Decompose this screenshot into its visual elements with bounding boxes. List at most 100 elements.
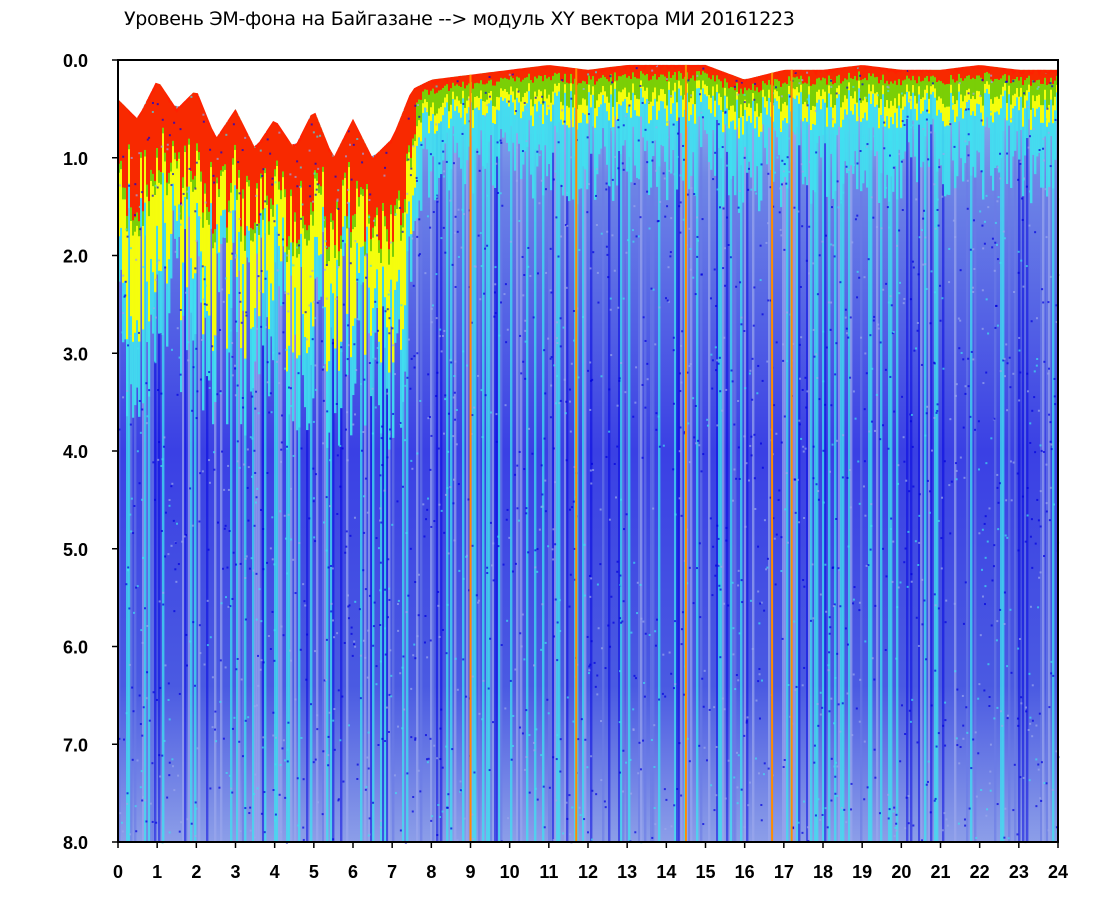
heatmap-speckle (126, 802, 129, 805)
heatmap-speckle (653, 765, 656, 768)
heatmap-column (822, 69, 825, 842)
heatmap-speckle (668, 651, 671, 654)
heatmap-speckle (536, 548, 539, 551)
heatmap-speckle (296, 185, 299, 188)
heatmap-speckle (969, 248, 972, 251)
heatmap-speckle (985, 194, 988, 197)
heatmap-speckle (586, 831, 589, 834)
heatmap-band (782, 69, 785, 183)
heatmap-band (420, 84, 423, 123)
heatmap-speckle (966, 102, 969, 105)
heatmap-band (444, 77, 447, 144)
heatmap-speckle (1039, 444, 1042, 447)
heatmap-speckle (352, 143, 355, 146)
heatmap-speckle (978, 532, 981, 535)
heatmap-speckle (793, 478, 796, 481)
heatmap-speckle (559, 630, 562, 633)
heatmap-speckle (1037, 409, 1040, 412)
heatmap-column (726, 72, 729, 842)
heatmap-speckle (787, 683, 790, 686)
heatmap-speckle (735, 674, 738, 677)
heatmap-speckle (833, 765, 836, 768)
heatmap-speckle (461, 132, 464, 135)
heatmap-speckle (260, 508, 263, 511)
heatmap-speckle (247, 519, 250, 522)
heatmap-band (530, 67, 533, 81)
heatmap-band (570, 67, 573, 74)
heatmap-speckle (1033, 370, 1036, 373)
heatmap-speckle (904, 547, 907, 550)
heatmap-speckle (839, 605, 842, 608)
heatmap-speckle (620, 362, 623, 365)
heatmap-speckle (618, 377, 621, 380)
heatmap-band (206, 115, 209, 207)
heatmap-speckle (910, 413, 913, 416)
heatmap-speckle (595, 194, 598, 197)
heatmap-band (726, 72, 729, 97)
heatmap-speckle (590, 482, 593, 485)
heatmap-speckle (179, 308, 182, 311)
heatmap-speckle (304, 604, 307, 607)
heatmap-speckle (665, 297, 668, 300)
heatmap-speckle (519, 726, 522, 729)
heatmap-speckle (299, 185, 302, 188)
heatmap-speckle (379, 519, 382, 522)
heatmap-band (334, 154, 337, 246)
heatmap-speckle (840, 806, 843, 809)
heatmap-speckle (933, 593, 936, 596)
y-tick-label: 4.0 (63, 442, 88, 462)
heatmap-speckle (1031, 719, 1034, 722)
heatmap-speckle (148, 136, 151, 139)
heatmap-speckle (1017, 178, 1020, 181)
heatmap-band (616, 66, 619, 186)
heatmap-band (320, 126, 323, 187)
heatmap-band (960, 67, 963, 95)
heatmap-band (708, 66, 711, 163)
heatmap-speckle (266, 138, 269, 141)
heatmap-speckle (714, 346, 717, 349)
heatmap-speckle (511, 744, 514, 747)
heatmap-band (510, 69, 513, 77)
heatmap-band (282, 131, 285, 172)
heatmap-band (810, 69, 813, 204)
heatmap-speckle (576, 663, 579, 666)
heatmap-speckle (271, 183, 274, 186)
heatmap-speckle (541, 493, 544, 496)
heatmap-band (1002, 67, 1005, 132)
heatmap-speckle (389, 437, 392, 440)
heatmap-speckle (1003, 591, 1006, 594)
heatmap-speckle (238, 466, 241, 469)
heatmap-speckle (411, 810, 414, 813)
heatmap-speckle (882, 288, 885, 291)
heatmap-band (416, 86, 419, 127)
heatmap-speckle (384, 310, 387, 313)
heatmap-band (890, 68, 893, 101)
heatmap-speckle (755, 192, 758, 195)
heatmap-column (1046, 69, 1049, 842)
heatmap-speckle (376, 361, 379, 364)
heatmap-speckle (783, 163, 786, 166)
heatmap-speckle (895, 657, 898, 660)
heatmap-speckle (865, 96, 868, 99)
heatmap-band (584, 69, 587, 100)
heatmap-speckle (954, 236, 957, 239)
heatmap-speckle (282, 739, 285, 742)
heatmap-band (936, 69, 939, 101)
heatmap-column (918, 69, 921, 842)
heatmap-speckle (441, 139, 444, 142)
heatmap-band (676, 64, 679, 80)
heatmap-speckle (380, 437, 383, 440)
heatmap-speckle (700, 273, 703, 276)
heatmap-speckle (368, 594, 371, 597)
heatmap-speckle (1012, 461, 1015, 464)
heatmap-speckle (711, 594, 714, 597)
heatmap-speckle (1029, 422, 1032, 425)
heatmap-speckle (359, 654, 362, 657)
heatmap-speckle (235, 320, 238, 323)
heatmap-band (918, 69, 921, 87)
heatmap-band (850, 66, 853, 166)
heatmap-column (542, 65, 545, 843)
heatmap-speckle (889, 154, 892, 157)
heatmap-column (626, 64, 629, 842)
heatmap-speckle (634, 677, 637, 680)
